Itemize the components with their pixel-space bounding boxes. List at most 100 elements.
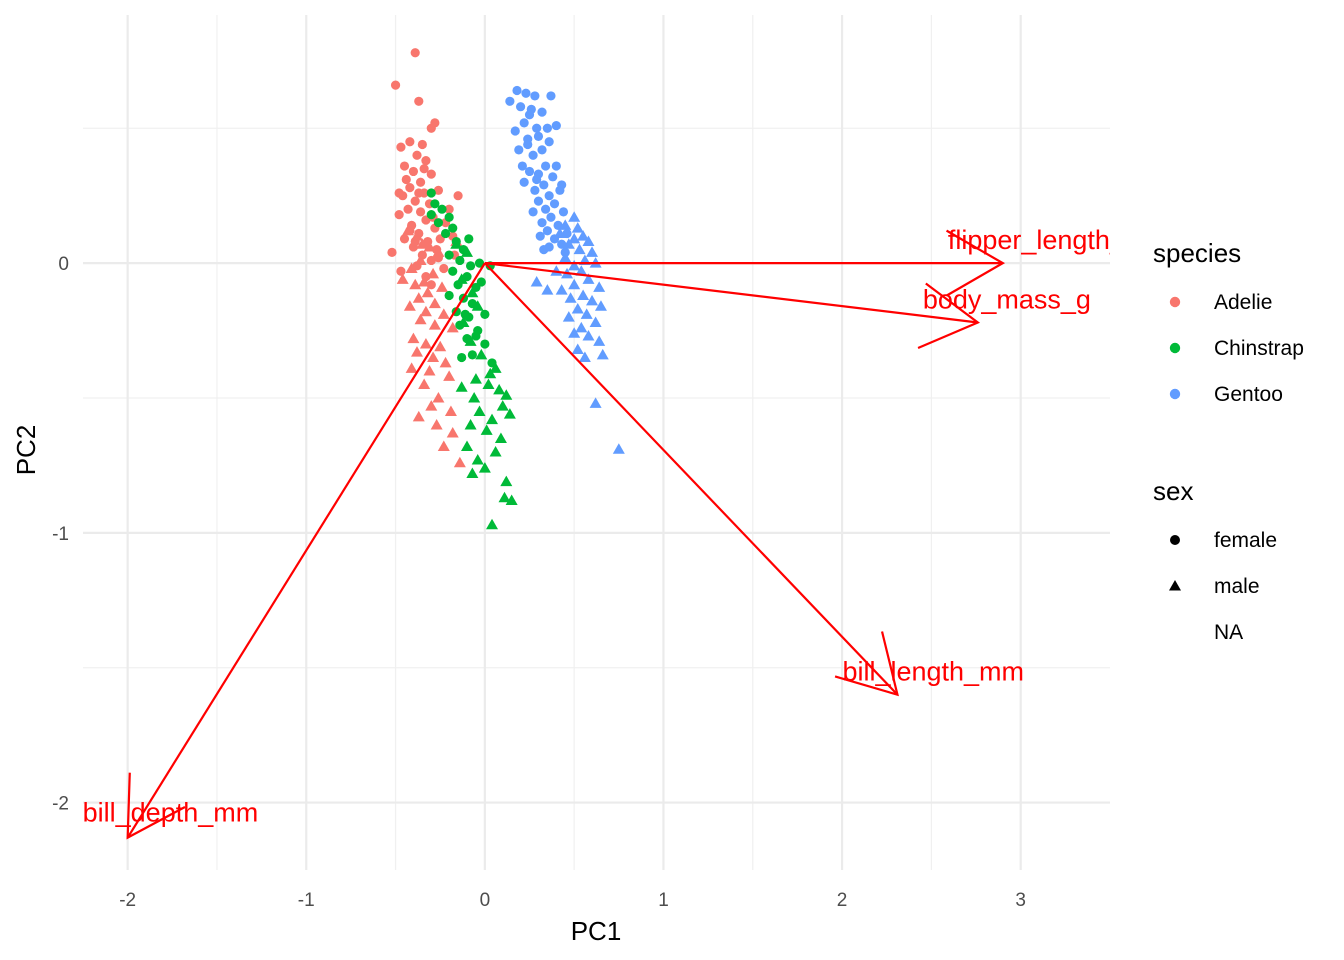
- adelie-male-point: [423, 365, 436, 376]
- adelie-female-point: [421, 156, 431, 166]
- gentoo-female-point: [562, 228, 572, 239]
- chinstrap-female-point: [480, 339, 490, 349]
- chinstrap-female-point: [426, 188, 436, 198]
- chinstrap-female-point: [460, 309, 470, 319]
- chinstrap-male-point: [475, 348, 488, 360]
- chinstrap-female-point: [448, 266, 458, 276]
- chinstrap-male-point: [455, 381, 468, 392]
- adelie-male-point: [418, 378, 431, 390]
- gentoo-female-point: [530, 91, 540, 101]
- chinstrap-female-point: [465, 261, 476, 271]
- gentoo-female-point: [553, 220, 563, 230]
- gentoo-male-point: [594, 300, 607, 311]
- adelie-female-point: [414, 188, 424, 198]
- adelie-male-point: [419, 305, 432, 317]
- chinstrap-female-point: [444, 212, 454, 222]
- flipper-length-mm-label: flipper_length_mm: [948, 225, 1170, 255]
- gentoo-male-point: [575, 265, 588, 276]
- adelie-male-point: [446, 427, 459, 438]
- adelie-female-point: [415, 177, 426, 187]
- chinstrap-male-point: [505, 494, 518, 505]
- gentoo-male-point: [582, 329, 595, 341]
- x-tick-label: -2: [119, 890, 136, 911]
- gentoo-female-point: [542, 123, 552, 133]
- adelie-female-point: [410, 196, 420, 206]
- loading-arrows: flipper_length_mm body_mass_g bill_length_…: [83, 225, 1170, 840]
- gentoo-female-point: [533, 131, 544, 141]
- adelie-male-point: [430, 418, 443, 430]
- gentoo-female-point: [530, 185, 540, 195]
- gentoo-female-point: [537, 145, 547, 155]
- gentoo-male-point: [559, 219, 572, 230]
- legend-key-male: [1169, 580, 1181, 591]
- chinstrap-male-point: [480, 424, 493, 435]
- chinstrap-female-point: [433, 218, 444, 228]
- adelie-male-point: [396, 273, 409, 284]
- gentoo-male-point: [596, 348, 609, 360]
- chinstrap-female-point: [437, 204, 447, 214]
- adelie-male-point: [421, 286, 434, 298]
- bill-length-mm-arrowhead: [834, 631, 899, 697]
- gentoo-female-point: [540, 161, 551, 171]
- adelie-male-point: [419, 338, 432, 349]
- chinstrap-female-point: [464, 234, 474, 244]
- gentoo-female-point: [521, 88, 531, 98]
- chinstrap-male-point: [496, 400, 509, 411]
- gentoo-female-point: [532, 174, 542, 185]
- chinstrap-male-point: [468, 391, 481, 403]
- x-tick-label: 1: [658, 890, 669, 911]
- x-axis-title: PC1: [571, 916, 622, 946]
- gentoo-female-point: [546, 91, 556, 101]
- adelie-female-point: [405, 183, 415, 193]
- adelie-female-point: [433, 185, 444, 195]
- gentoo-female-point: [537, 107, 547, 117]
- legend-label-male: male: [1214, 575, 1260, 598]
- chinstrap-male-point: [473, 405, 486, 416]
- gentoo-female-point: [537, 218, 547, 228]
- adelie-female-point: [426, 255, 436, 266]
- adelie-female-point: [439, 263, 449, 274]
- legend-label-female: female: [1214, 529, 1277, 552]
- gentoo-female-point: [519, 118, 529, 128]
- chinstrap-male-point: [455, 273, 468, 284]
- minor-gridlines: [83, 15, 1110, 870]
- adelie-male-point: [414, 313, 427, 325]
- body-mass-g-arrow: [484, 262, 978, 324]
- adelie-male-point: [444, 405, 457, 416]
- chinstrap-female-point: [467, 350, 477, 360]
- adelie-female-point: [396, 142, 406, 152]
- adelie-male-point: [423, 240, 436, 252]
- adelie-male-point: [412, 292, 425, 303]
- gentoo-male-point: [553, 227, 566, 238]
- gentoo-female-point: [544, 137, 554, 147]
- chinstrap-male-point: [500, 475, 513, 487]
- legend-label-na: NA: [1214, 621, 1243, 644]
- gentoo-female-point: [512, 85, 522, 96]
- adelie-female-point: [408, 166, 419, 177]
- adelie-female-point: [426, 123, 436, 133]
- adelie-male-point: [405, 262, 418, 274]
- gentoo-female-point: [557, 239, 567, 249]
- scatter-points: [387, 48, 625, 530]
- gentoo-female-point: [528, 150, 538, 160]
- gentoo-female-point: [533, 196, 544, 206]
- gentoo-male-point: [562, 238, 575, 249]
- gentoo-female-point: [540, 204, 551, 214]
- adelie-female-point: [405, 137, 415, 147]
- gentoo-female-point: [551, 120, 561, 131]
- gentoo-female-point: [551, 161, 561, 171]
- y-tick-label: 0: [58, 254, 69, 275]
- chinstrap-male-point: [486, 518, 499, 530]
- adelie-male-point: [409, 278, 422, 290]
- adelie-female-point: [426, 169, 436, 179]
- body-mass-g-arrowhead: [917, 282, 981, 350]
- chinstrap-male-point: [466, 286, 479, 298]
- gentoo-male-point: [568, 327, 581, 338]
- gentoo-male-point: [568, 211, 581, 222]
- legend-key-gentoo: [1169, 388, 1181, 400]
- chinstrap-male-point: [469, 373, 482, 384]
- adelie-female-point: [390, 80, 401, 90]
- gentoo-male-point: [580, 308, 593, 319]
- chinstrap-female-point: [457, 352, 467, 363]
- gentoo-male-point: [582, 235, 595, 247]
